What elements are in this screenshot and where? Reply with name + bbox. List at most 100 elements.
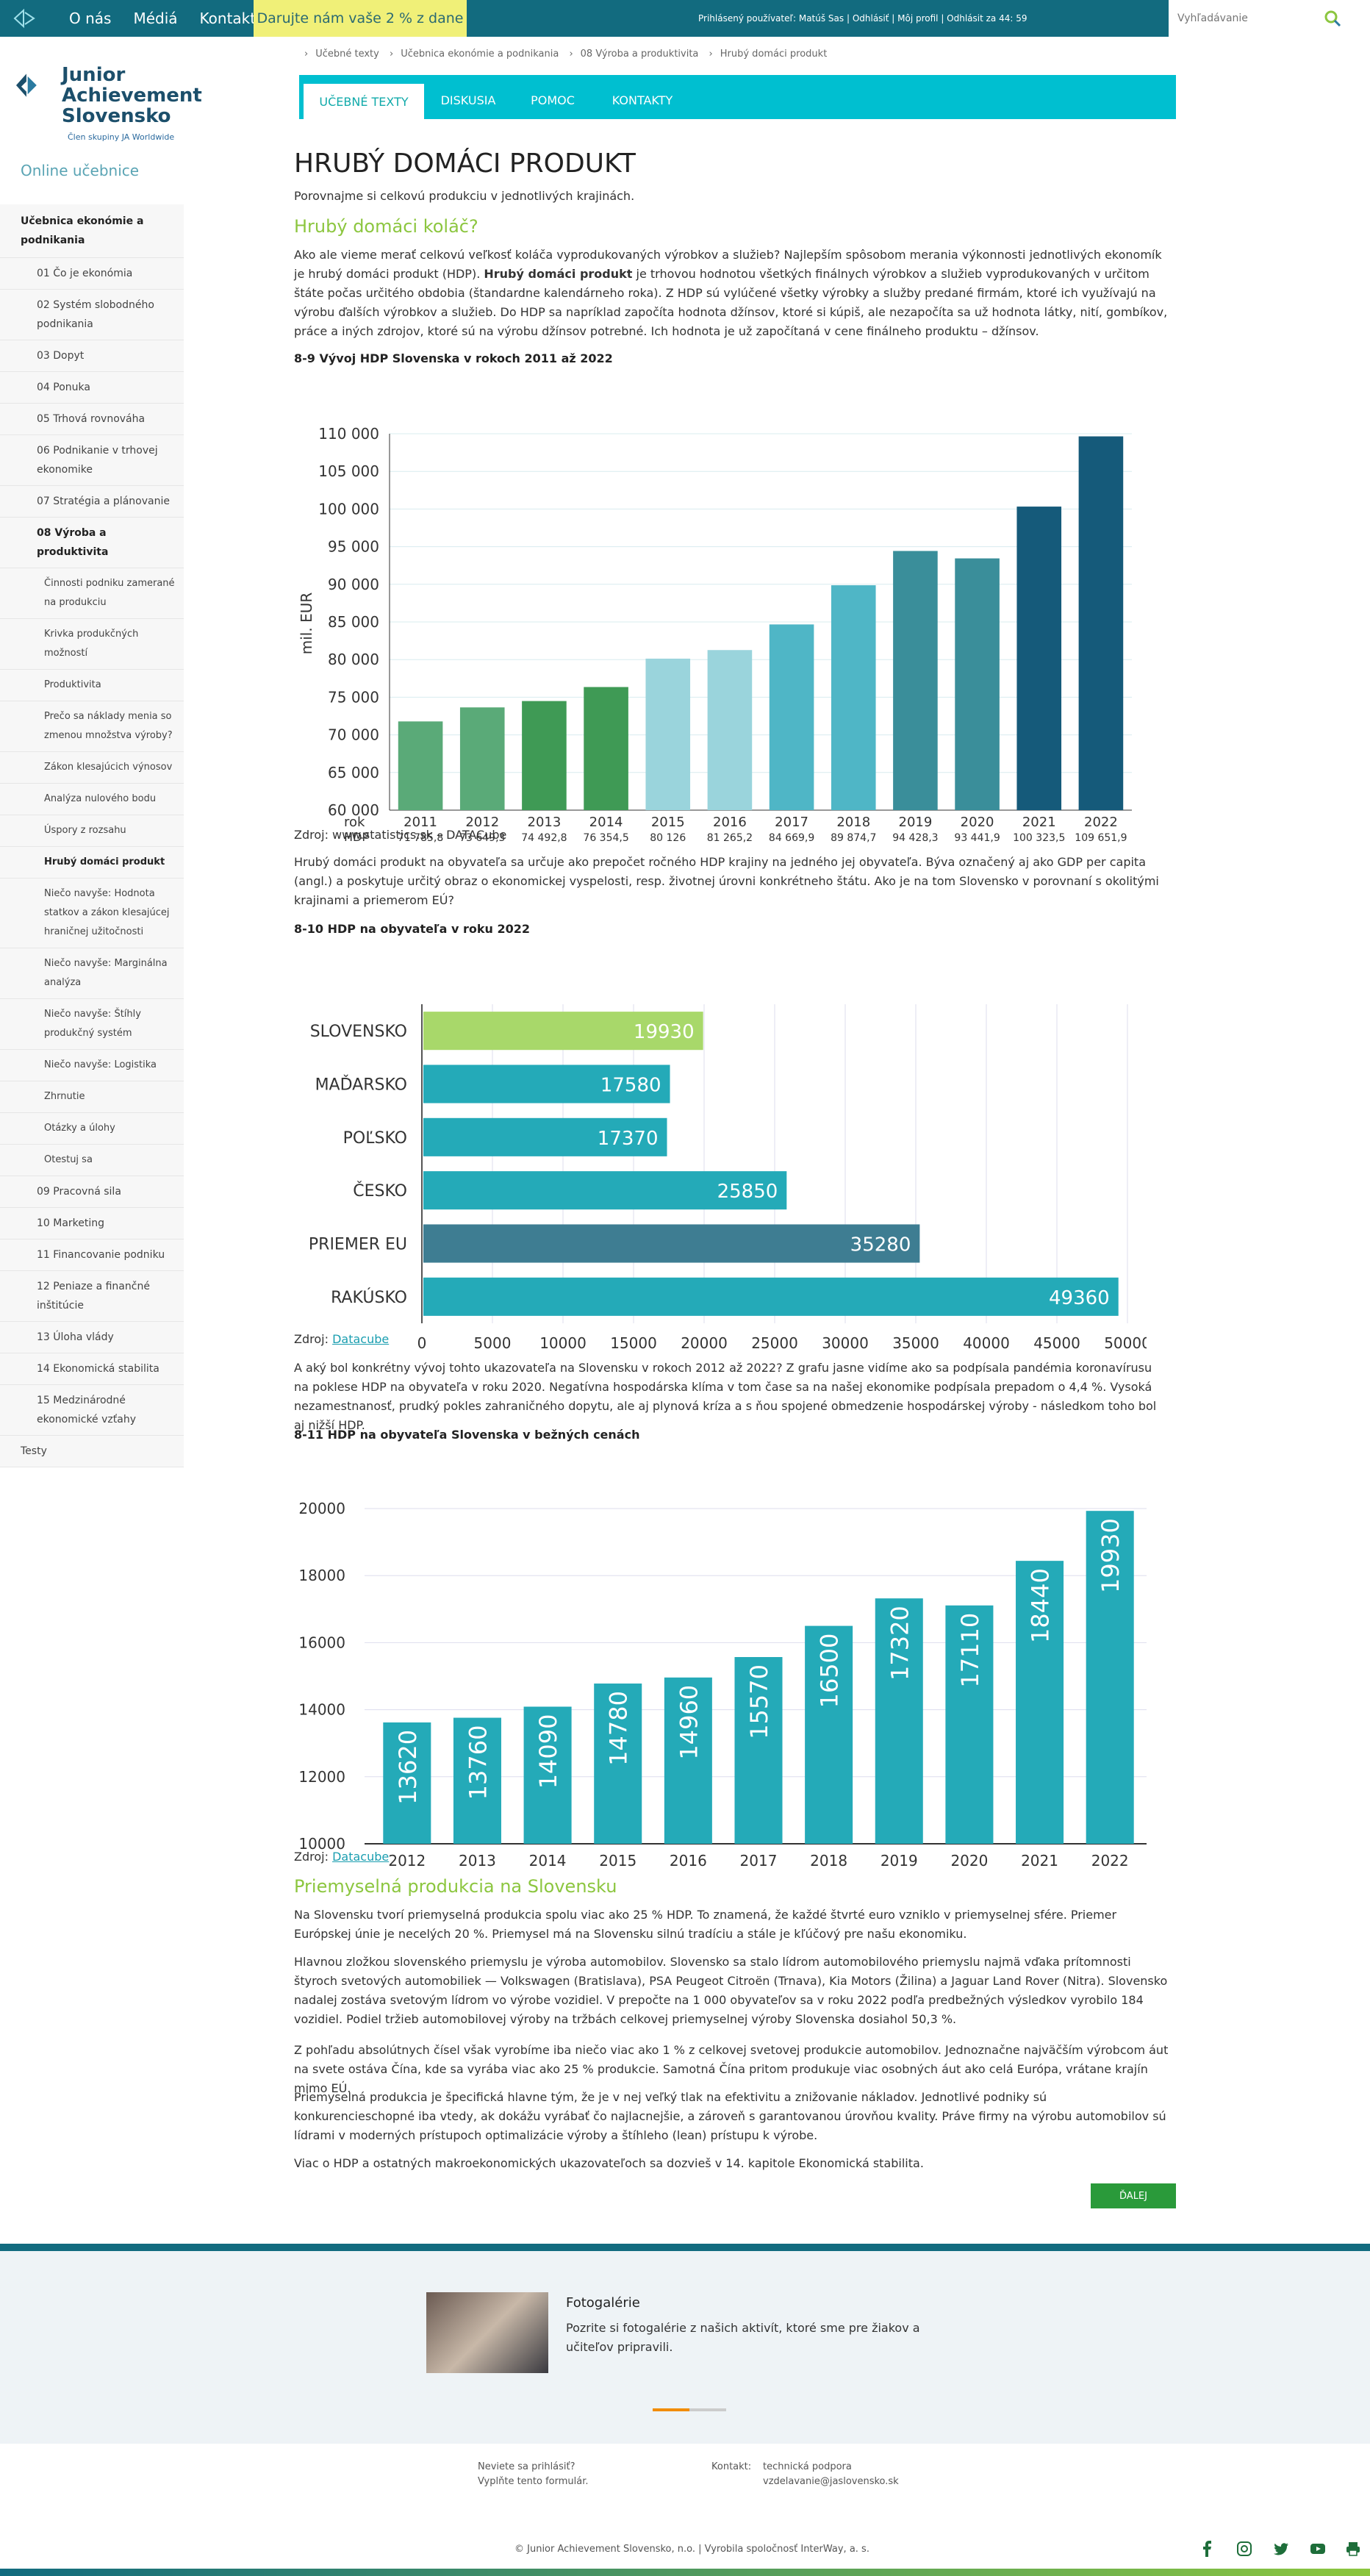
sidebar-item[interactable]: 01 Čo je ekonómia (0, 258, 184, 290)
sidebar-menu: Učebnica ekonómie a podnikania 01 Čo je e… (0, 204, 184, 1467)
sidebar-item[interactable]: 12 Peniaze a finančné inštitúcie (0, 1271, 184, 1322)
sidebar-item[interactable]: Niečo navyše: Logistika (0, 1050, 184, 1081)
ja-brand-logo-icon[interactable] (16, 57, 75, 124)
x-tick-label: 2017 (740, 1852, 778, 1870)
sidebar-item[interactable]: 11 Financovanie podniku (0, 1239, 184, 1271)
bar (423, 1117, 667, 1156)
breadcrumb-item[interactable]: Hrubý domáci produkt (720, 49, 828, 60)
x-tick-label: 2018 (836, 815, 870, 830)
tab-pomoc[interactable]: POMOC (531, 93, 575, 107)
breadcrumb-sep-icon: › (389, 49, 394, 60)
login-form-link[interactable]: Vyplňte tento formulár. (478, 2476, 589, 2487)
bar (769, 624, 814, 810)
breadcrumb-sep-icon: › (709, 49, 713, 60)
y-tick-label: 90 000 (328, 576, 379, 593)
sidebar-item[interactable]: 14 Ekonomická stabilita (0, 1353, 184, 1385)
breadcrumb-item[interactable]: 08 Výroba a produktivita (580, 49, 699, 60)
breadcrumb-sep-icon: › (304, 49, 309, 60)
sidebar-item[interactable]: 15 Medzinárodné ekonomické vzťahy (0, 1385, 184, 1436)
x-tick-label: 2011 (404, 815, 437, 830)
y-tick-label: 16000 (298, 1634, 345, 1651)
x-tick-label: 2012 (465, 815, 499, 830)
gallery-text: Pozrite si fotogalérie z našich aktivít,… (566, 2321, 920, 2354)
sidebar-item[interactable]: Zhrnutie (0, 1081, 184, 1113)
sidebar-item[interactable]: Otázky a úlohy (0, 1113, 184, 1145)
nav-media[interactable]: Médiá (133, 10, 178, 27)
instagram-icon[interactable] (1236, 2541, 1252, 2557)
sidebar-item[interactable]: 03 Dopyt (0, 340, 184, 372)
footer-contact-label: Kontakt: (711, 2461, 752, 2472)
sidebar-item[interactable]: 07 Stratégia a plánovanie (0, 486, 184, 518)
youtube-icon[interactable] (1310, 2541, 1326, 2557)
bar (1016, 1561, 1064, 1844)
tab-ucebne-texty[interactable]: UČEBNÉ TEXTY (304, 81, 424, 119)
x-tick-label: 2016 (713, 815, 747, 830)
nav-kontakt[interactable]: Kontakt (199, 10, 257, 27)
online-ucebnice-title[interactable]: Online učebnice (21, 162, 140, 179)
bar (734, 1657, 783, 1844)
nav-o-nas[interactable]: O nás (69, 10, 112, 27)
sidebar-item[interactable]: Krivka produkčných možností (0, 619, 184, 670)
sidebar-item[interactable]: 04 Ponuka (0, 372, 184, 404)
bar (831, 585, 876, 810)
x-tick-label: 2015 (599, 1852, 636, 1870)
sidebar-item[interactable]: 13 Úloha vlády (0, 1322, 184, 1353)
x-tick-label: 5000 (474, 1334, 512, 1352)
data-label: 14090 (534, 1714, 562, 1789)
sidebar-item[interactable]: Niečo navyše: Hodnota statkov a zákon kl… (0, 879, 184, 948)
gallery-pager[interactable] (653, 2408, 726, 2411)
sidebar-item[interactable]: 08 Výroba a produktivita (0, 518, 184, 568)
datacube-link[interactable]: Datacube (332, 1332, 390, 1346)
y-tick-label: 60 000 (328, 801, 379, 819)
data-label: 84 669,9 (769, 832, 814, 844)
sidebar-item[interactable]: 09 Pracovná sila (0, 1176, 184, 1208)
sidebar-item[interactable]: Činnosti podniku zamerané na produkciu (0, 568, 184, 619)
datacube-link[interactable]: Datacube (332, 1850, 390, 1864)
sidebar-item[interactable]: Prečo sa náklady menia so zmenou množstv… (0, 701, 184, 752)
sidebar-item[interactable]: Otestuj sa (0, 1145, 184, 1176)
gallery-thumbnail[interactable] (426, 2292, 548, 2373)
facebook-icon[interactable] (1199, 2541, 1216, 2557)
sidebar-item[interactable]: Niečo navyše: Marginálna analýza (0, 948, 184, 999)
sidebar-item[interactable]: Analýza nulového bodu (0, 784, 184, 815)
ja-logo-icon[interactable] (13, 8, 35, 29)
tab-diskusia[interactable]: DISKUSIA (440, 93, 496, 107)
breadcrumb-item[interactable]: Učebnica ekonómie a podnikania (401, 49, 559, 60)
search-icon[interactable] (1323, 9, 1342, 28)
x-tick-label: 2013 (459, 1852, 496, 1870)
data-label: 76 354,5 (583, 832, 628, 844)
x-tick-label: 10000 (539, 1334, 587, 1352)
bar (1086, 1511, 1134, 1844)
sidebar-item[interactable]: Učebnica ekonómie a podnikania (0, 204, 184, 258)
sidebar-item[interactable]: 02 Systém slobodného podnikania (0, 290, 184, 340)
x-tick-label: 45000 (1033, 1334, 1080, 1352)
sidebar-item[interactable]: 10 Marketing (0, 1208, 184, 1239)
sidebar-item[interactable]: Hrubý domáci produkt (0, 847, 184, 879)
data-label: 14960 (675, 1685, 703, 1760)
twitter-icon[interactable] (1273, 2541, 1289, 2557)
brand-name: Junior Achievement Slovensko (62, 64, 202, 127)
bar (1078, 436, 1124, 810)
print-icon[interactable] (1345, 2541, 1361, 2557)
search-input[interactable] (1177, 10, 1324, 27)
x-tick-label: 50000 (1104, 1334, 1147, 1352)
donate-banner[interactable]: Darujte nám vaše 2 % z dane (254, 0, 467, 37)
next-button[interactable]: ĎALEJ (1091, 2183, 1176, 2208)
sidebar-item[interactable]: Úspory z rozsahu (0, 815, 184, 847)
sidebar-item[interactable]: Produktivita (0, 670, 184, 701)
x-axis-subtitle: HDP (344, 830, 369, 844)
user-status[interactable]: Prihlásený používateľ: Matúš Sas | Odhlá… (698, 13, 1028, 24)
contact-email-link[interactable]: vzdelavanie@jaslovensko.sk (763, 2476, 899, 2487)
sidebar-item[interactable]: Testy (0, 1436, 184, 1467)
sidebar-item[interactable]: Zákon klesajúcich výnosov (0, 752, 184, 784)
tab-kontakty[interactable]: KONTAKTY (612, 93, 673, 107)
sidebar-item[interactable]: 05 Trhová rovnováha (0, 404, 184, 435)
breadcrumb-item[interactable]: Učebné texty (315, 49, 379, 60)
y-tick-label: 105 000 (318, 462, 379, 480)
sidebar-item[interactable]: Niečo navyše: Štíhly produkčný systém (0, 999, 184, 1050)
paragraph-viac: Viac o HDP a ostatných makroekonomických… (294, 2156, 924, 2170)
category-label: RAKÚSKO (331, 1288, 407, 1307)
search-box (1169, 0, 1370, 37)
gallery-title[interactable]: Fotogalérie (566, 2295, 640, 2311)
sidebar-item[interactable]: 06 Podnikanie v trhovej ekonomike (0, 435, 184, 486)
